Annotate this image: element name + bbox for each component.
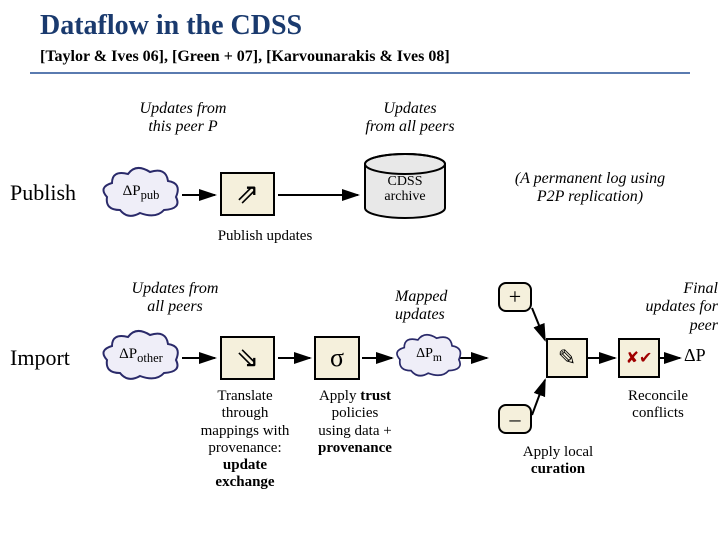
box-publish-arrow: ⇗ xyxy=(220,172,275,216)
box-minus: – xyxy=(498,404,532,434)
note-updates-all-peers-top: Updatesfrom all peers xyxy=(340,100,480,137)
box-pencil: ✎ xyxy=(546,338,588,378)
note-archive: (A permanent log usingP2P replication) xyxy=(480,170,700,207)
page-title: Dataflow in the CDSS xyxy=(40,10,302,42)
caption-apply-local: Apply localcuration xyxy=(498,444,618,479)
cloud-dp-m: ΔPm xyxy=(394,330,464,384)
section-publish: Publish xyxy=(10,180,76,206)
cylinder-archive: CDSSarchive xyxy=(362,152,448,222)
caption-reconcile: Reconcileconflicts xyxy=(608,388,708,423)
box-sigma: σ xyxy=(314,336,360,380)
box-xcheck: ✘✔ xyxy=(618,338,660,378)
note-final-updates: Finalupdates forpeer xyxy=(618,280,718,335)
note-updates-all-peers-left: Updates fromall peers xyxy=(100,280,250,317)
cloud-dp-pub: ΔPpub xyxy=(100,165,182,223)
citations: [Taylor & Ives 06], [Green + 07], [Karvo… xyxy=(40,48,450,66)
label-dp-final: ΔP xyxy=(684,345,706,366)
caption-apply-trust: Apply trust policiesusing data + provena… xyxy=(300,388,410,457)
caption-translate: Translatethroughmappings withprovenance:… xyxy=(180,388,310,492)
pencil-icon: ✎ xyxy=(558,345,576,371)
note-mapped-updates: Mappedupdates xyxy=(395,288,505,325)
box-plus: + xyxy=(498,282,532,312)
note-updates-this-peer: Updates fromthis peer P xyxy=(108,100,258,137)
caption-publish-updates: Publish updates xyxy=(200,228,330,245)
title-divider xyxy=(30,72,690,74)
section-import: Import xyxy=(10,345,70,371)
box-import-arrow: ⇘ xyxy=(220,336,275,380)
cloud-dp-other: ΔPother xyxy=(100,328,182,386)
